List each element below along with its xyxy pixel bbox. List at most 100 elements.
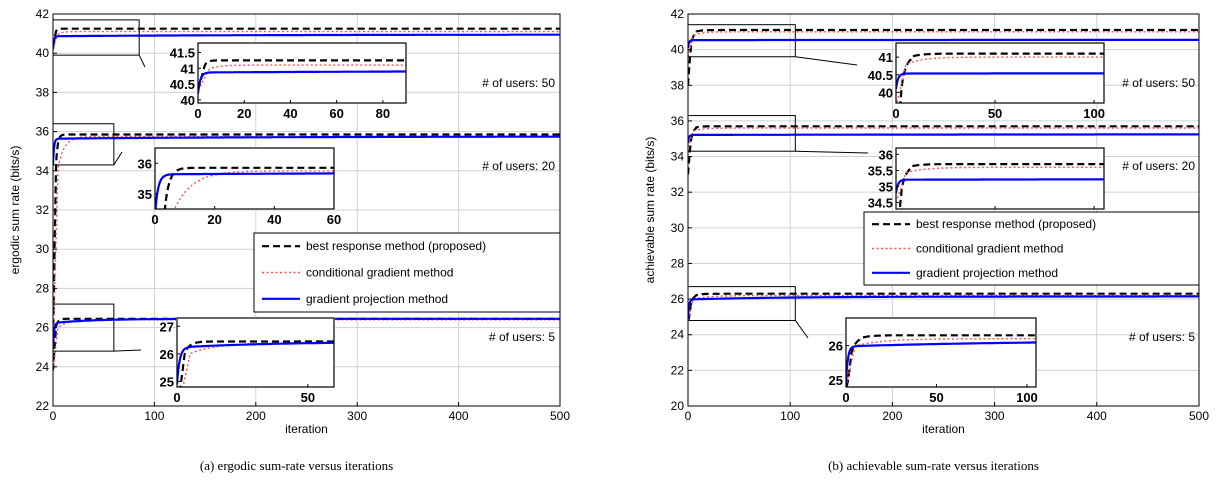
y-tick-label: 24 bbox=[671, 328, 685, 342]
users-annotation: # of users: 5 bbox=[1129, 330, 1195, 344]
inset-x-tick-label: 60 bbox=[327, 212, 341, 227]
legend-entry-label: conditional gradient method bbox=[306, 266, 453, 280]
inset-frame bbox=[197, 42, 407, 104]
inset-x-tick-label: 60 bbox=[329, 106, 343, 121]
inset-series-group bbox=[155, 166, 334, 209]
inset-series-line-1 bbox=[846, 334, 1036, 387]
series-line-2-2 bbox=[688, 127, 1199, 148]
legend-box bbox=[863, 211, 1200, 286]
inset-series-group bbox=[896, 163, 1104, 209]
inset-frame bbox=[154, 147, 335, 210]
series-line-3-1 bbox=[688, 292, 1199, 322]
inset-x-tick-label: 50 bbox=[988, 106, 1002, 121]
legend: best response method (proposed) condition… bbox=[253, 232, 561, 313]
inset-y-tick-label: 26 bbox=[160, 347, 174, 362]
users-annotation: # of users: 20 bbox=[482, 159, 555, 173]
y-tick-label: 40 bbox=[671, 43, 685, 57]
y-axis-label: ergodic sum rate (bits/s) bbox=[8, 146, 22, 275]
x-tick-label: 0 bbox=[50, 409, 57, 423]
legend-entry-label: best response method (proposed) bbox=[916, 217, 1096, 231]
y-tick-label: 36 bbox=[36, 125, 50, 139]
inset-y-tick-label: 36 bbox=[879, 147, 893, 162]
legend-box bbox=[253, 232, 561, 313]
inset-y-tick-label: 41.5 bbox=[170, 45, 195, 60]
inset-y-tick-label: 34.5 bbox=[868, 196, 893, 211]
zoom-connector bbox=[794, 320, 809, 339]
inset-y-tick-label: 41 bbox=[879, 50, 893, 65]
figure-caption: (b) achievable sum-rate versus iteration… bbox=[828, 458, 1039, 473]
inset-x-tick-label: 50 bbox=[301, 390, 315, 405]
y-tick-label: 38 bbox=[36, 85, 50, 99]
series-line-1-2 bbox=[53, 30, 560, 48]
zoom-connector bbox=[113, 349, 142, 352]
y-tick-label: 42 bbox=[671, 7, 685, 21]
inset-series-line-3 bbox=[846, 341, 1036, 384]
legend-entry-label: conditional gradient method bbox=[916, 242, 1063, 256]
inset-x-tick-label: 40 bbox=[283, 106, 297, 121]
inset-series-line-3 bbox=[896, 178, 1104, 194]
x-tick-label: 0 bbox=[685, 409, 692, 423]
panel-a: 0 100 200 300 400 5002224262830323436384042it… bbox=[8, 7, 570, 473]
inset-series-group bbox=[177, 340, 334, 387]
inset-y-tick-label: 27 bbox=[160, 319, 174, 334]
figure-caption: (a) ergodic sum-rate versus iterations bbox=[200, 458, 393, 473]
series-line-1-1 bbox=[53, 27, 560, 48]
inset-series-line-3 bbox=[198, 70, 406, 94]
series-line-3-3 bbox=[688, 295, 1199, 319]
inset-series-group bbox=[198, 59, 406, 94]
inset-plot: 0 50 100 25 26 bbox=[829, 317, 1038, 405]
y-tick-label: 28 bbox=[36, 281, 50, 295]
inset-y-tick-label: 36 bbox=[138, 156, 152, 171]
x-tick-label: 400 bbox=[1087, 409, 1107, 423]
zoom-region-box bbox=[52, 19, 140, 56]
inset-x-tick-label: 40 bbox=[267, 212, 281, 227]
inset-frame bbox=[845, 317, 1037, 388]
inset-plot: 0 50 100 40 40.5 41 bbox=[868, 42, 1105, 121]
inset-series-line-2 bbox=[846, 338, 1036, 387]
y-tick-label: 26 bbox=[36, 321, 50, 335]
x-tick-label: 200 bbox=[882, 409, 902, 423]
inset-series-line-3 bbox=[155, 172, 334, 209]
inset-series-group bbox=[846, 334, 1036, 387]
inset-background bbox=[154, 147, 335, 210]
y-tick-label: 32 bbox=[36, 203, 50, 217]
x-tick-label: 300 bbox=[347, 409, 367, 423]
series-line-1-3 bbox=[53, 33, 560, 50]
series-line-2-1 bbox=[53, 133, 560, 348]
inset-y-tick-label: 40 bbox=[181, 93, 195, 108]
users-annotation: # of users: 50 bbox=[1122, 76, 1195, 90]
y-tick-label: 34 bbox=[671, 150, 685, 164]
inset-x-tick-label: 100 bbox=[1083, 106, 1105, 121]
inset-plot: 0 50 25 26 27 bbox=[160, 317, 335, 405]
inset-series-line-1 bbox=[899, 52, 1104, 103]
y-tick-label: 36 bbox=[671, 114, 685, 128]
inset-series-line-2 bbox=[896, 56, 1104, 103]
y-tick-label: 34 bbox=[36, 164, 50, 178]
zoom-connector bbox=[795, 150, 869, 154]
users-annotation: # of users: 5 bbox=[489, 330, 555, 344]
inset-series-group bbox=[896, 52, 1104, 103]
inset-x-tick-label: 50 bbox=[929, 390, 943, 405]
inset-y-tick-label: 35 bbox=[879, 180, 893, 195]
series-line-1-1 bbox=[688, 28, 1199, 86]
legend-entry-label: gradient projection method bbox=[306, 292, 448, 306]
inset-x-tick-label: 0 bbox=[151, 212, 158, 227]
inset-y-tick-label: 40.5 bbox=[170, 77, 195, 92]
y-tick-label: 30 bbox=[671, 221, 685, 235]
zoom-region-box bbox=[52, 123, 115, 166]
x-axis-label: iteration bbox=[922, 422, 965, 436]
inset-plot: 0 20 40 60 35 36 bbox=[138, 147, 341, 227]
series-line-2-3 bbox=[53, 135, 560, 165]
legend: best response method (proposed) condition… bbox=[863, 211, 1200, 286]
inset-x-tick-label: 20 bbox=[237, 106, 251, 121]
y-axis-label: achievable sum rate (bits/s) bbox=[643, 137, 657, 284]
inset-frame bbox=[895, 147, 1105, 210]
zoom-connector bbox=[113, 151, 123, 166]
y-tick-label: 24 bbox=[36, 360, 50, 374]
inset-frame bbox=[895, 42, 1105, 104]
y-tick-label: 40 bbox=[36, 46, 50, 60]
x-tick-label: 100 bbox=[144, 409, 164, 423]
inset-x-tick-label: 0 bbox=[842, 390, 849, 405]
